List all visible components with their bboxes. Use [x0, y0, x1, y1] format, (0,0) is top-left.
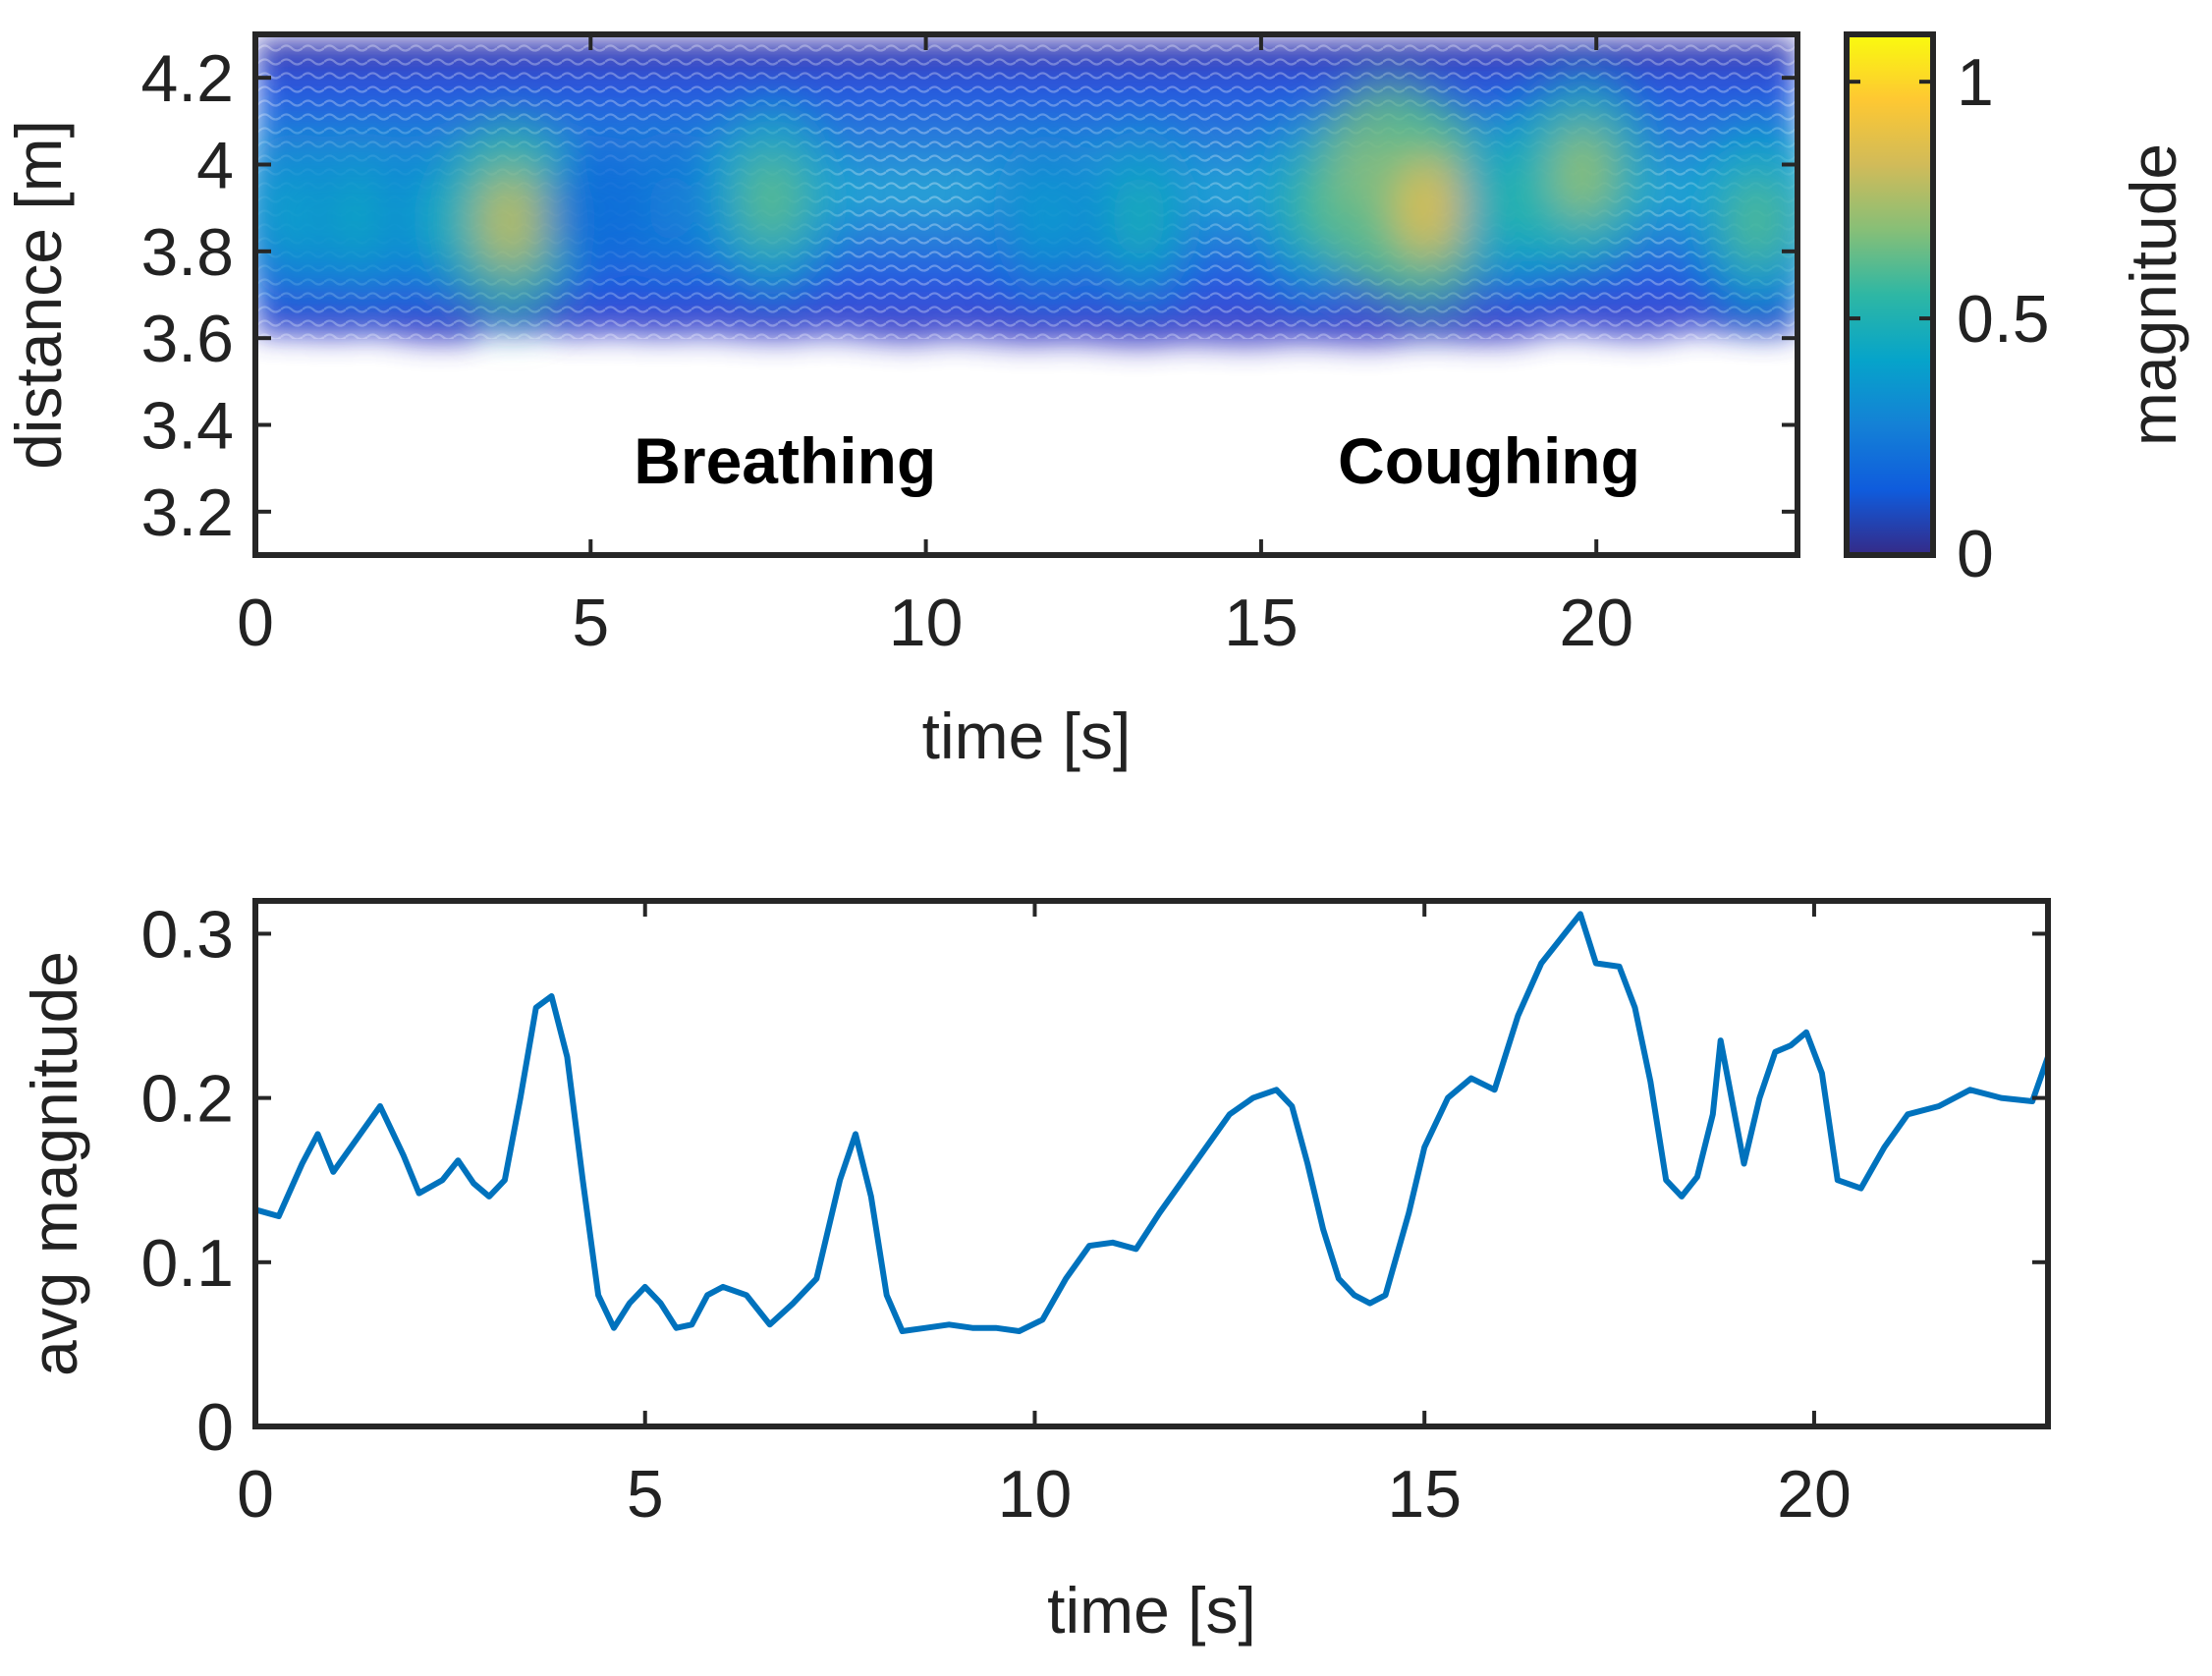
- heatmap-hotspot: [575, 170, 620, 246]
- heatmap-x-tick-label: 5: [572, 586, 609, 660]
- heatmap-x-tick-label: 0: [237, 586, 274, 660]
- heatmap-y-tick-label: 4: [196, 129, 234, 203]
- heatmap-hotspot: [647, 168, 695, 248]
- line-plot-x-tick-label: 10: [998, 1457, 1073, 1532]
- line-plot-y-tick-label: 0: [196, 1390, 234, 1465]
- line-plot-y-tick-label: 0.2: [140, 1062, 234, 1137]
- colorbar-frame: [1844, 31, 1936, 558]
- heatmap-hotspot: [1393, 155, 1465, 261]
- heatmap-y-tick-label: 3.2: [140, 475, 234, 550]
- heatmap-x-tick-label: 10: [889, 586, 964, 660]
- heatmap-panel: 0 5 10 15 20 3.2 3.4 3.6 3.8 4 4.2 time [s] dista…: [2, 31, 1800, 772]
- colorbar-tick-label: 0: [1957, 517, 1994, 591]
- colorbar-tick-label: 0.5: [1957, 282, 2050, 357]
- heatmap-hotspot: [476, 170, 544, 272]
- line-plot-y-axis-label: avg magnitude: [18, 951, 90, 1376]
- line-plot-y-tick-label: 0.1: [140, 1226, 234, 1301]
- heatmap-hotspot: [1727, 174, 1788, 268]
- line-plot-x-tick-label: 15: [1387, 1457, 1462, 1532]
- line-plot-frame: [252, 898, 2051, 1429]
- heatmap-x-axis-label: time [s]: [922, 699, 1132, 772]
- heatmap-hotspot: [1021, 175, 1073, 258]
- heatmap-y-tick-label: 3.8: [140, 215, 234, 290]
- line-plot-x-axis-label: time [s]: [1047, 1574, 1256, 1647]
- line-plot-x-tick-label: 5: [627, 1457, 664, 1532]
- avg-magnitude-series-line: [252, 911, 2051, 1334]
- heatmap-frame: [252, 31, 1800, 558]
- colorbar-gradient: [1847, 34, 1933, 555]
- colorbar: 0 0.5 1 magnitude: [1844, 31, 2189, 591]
- colorbar-tick-label: 1: [1957, 45, 1994, 120]
- heatmap-hotspot: [335, 173, 390, 260]
- colorbar-label: magnitude: [2117, 143, 2189, 446]
- heatmap-hotspot: [741, 151, 802, 247]
- line-plot-y-tick-label: 0.3: [140, 897, 234, 972]
- heatmap-x-tick-label: 20: [1559, 586, 1633, 660]
- line-plot-background: [255, 901, 2048, 1426]
- line-plot-x-tick-label: 20: [1777, 1457, 1852, 1532]
- annotation-coughing: Coughing: [1338, 424, 1640, 497]
- heatmap-hotspot: [1112, 172, 1169, 261]
- line-plot-panel: 0 5 10 15 20 0 0.1 0.2 0.3 time [s] avg magnitu…: [18, 897, 2051, 1647]
- annotation-breathing: Breathing: [634, 424, 936, 497]
- heatmap-hotspot: [1550, 124, 1616, 223]
- heatmap-y-tick-label: 3.4: [140, 389, 234, 464]
- heatmap-y-axis-label: distance [m]: [2, 120, 75, 470]
- heatmap-y-tick-label: 4.2: [140, 41, 234, 116]
- heatmap-x-tick-label: 15: [1224, 586, 1299, 660]
- line-plot-x-tick-label: 0: [237, 1457, 274, 1532]
- heatmap-y-tick-label: 3.6: [140, 302, 234, 376]
